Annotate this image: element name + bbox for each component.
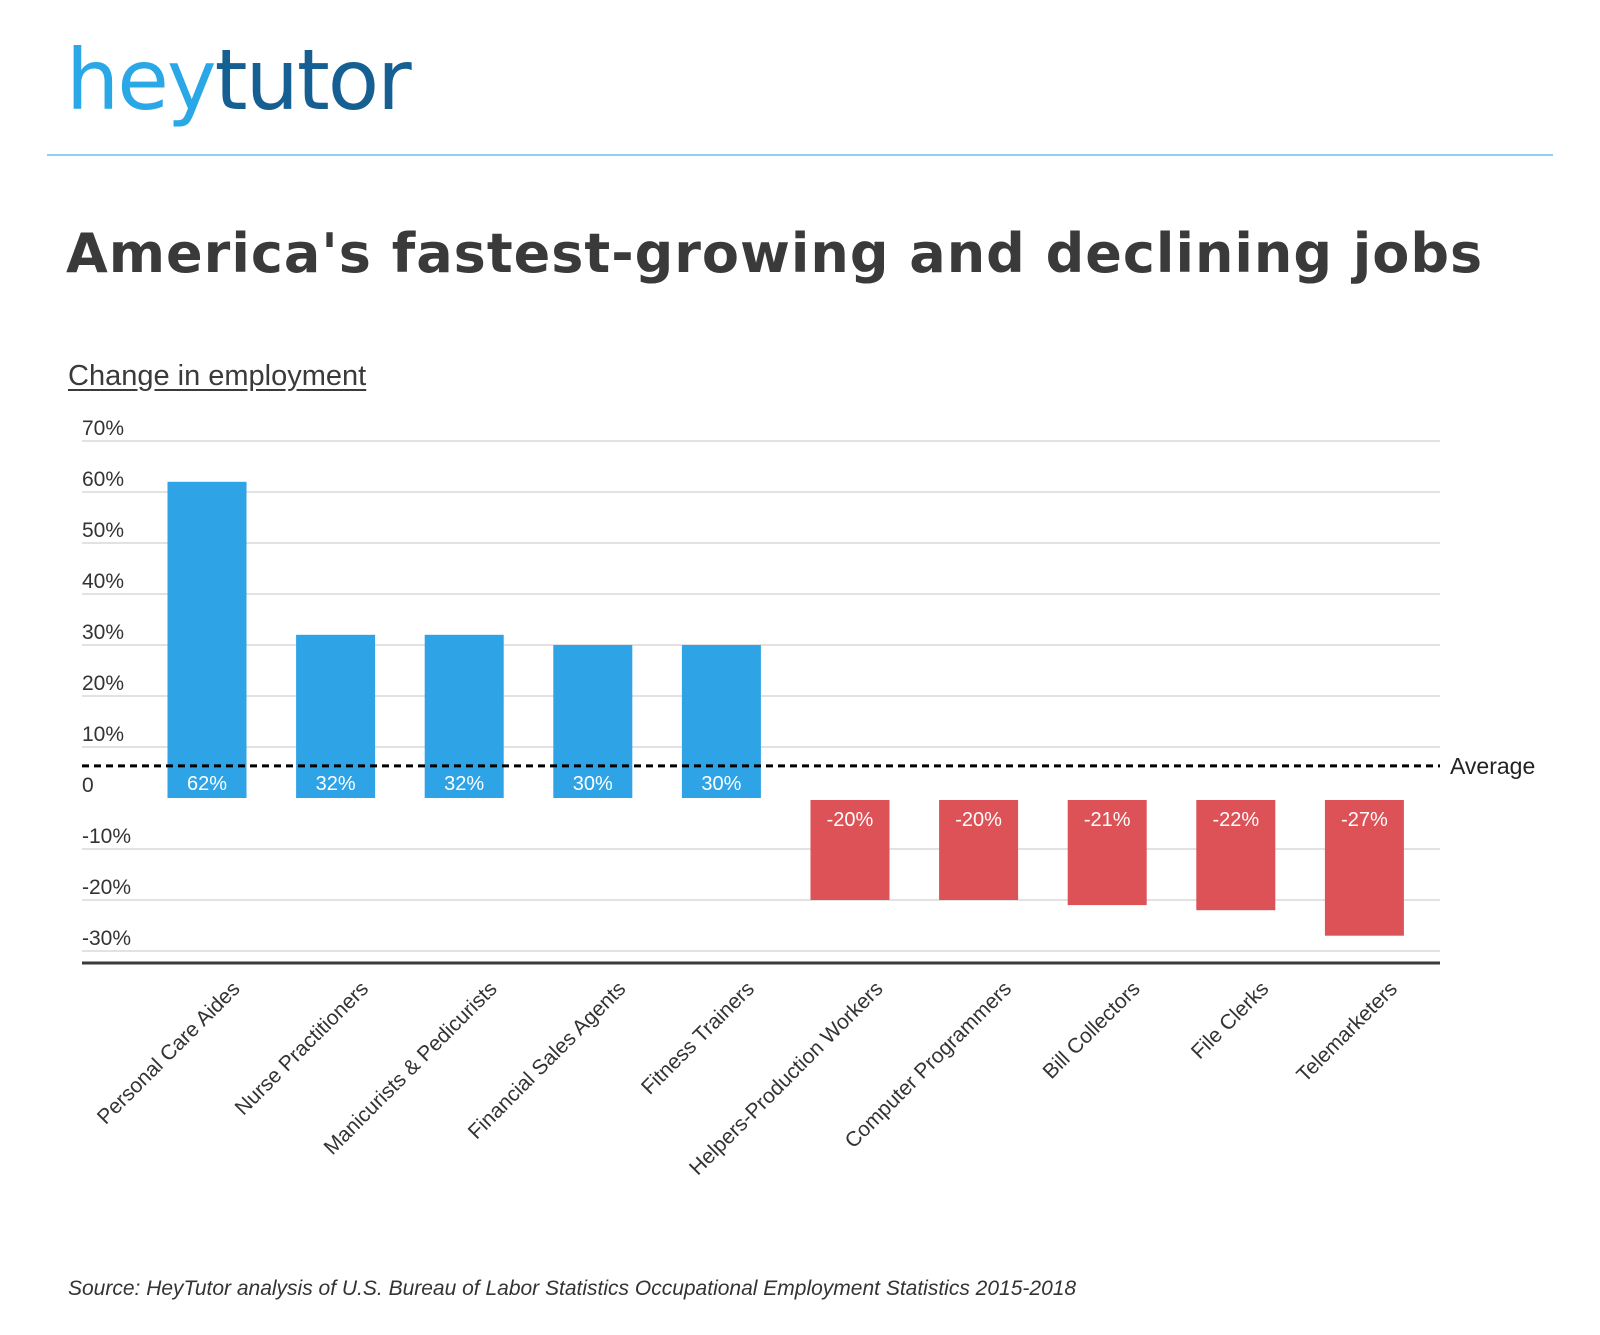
y-axis-label: Change in employment — [68, 360, 367, 392]
y-tick-label: -20% — [82, 876, 131, 899]
bar — [939, 800, 1019, 900]
bar-value-label: 30% — [701, 773, 741, 795]
bar — [681, 645, 761, 798]
bar — [424, 634, 504, 798]
header-divider — [47, 154, 1553, 156]
logo-tutor: tutor — [214, 31, 412, 129]
bar — [810, 800, 890, 900]
y-tick-label: 30% — [82, 621, 124, 644]
x-tick-label: Nurse Practitioners — [231, 977, 374, 1120]
bar-value-label: 62% — [187, 773, 227, 795]
y-tick-label: 40% — [82, 570, 124, 593]
bar-value-label: -22% — [1212, 809, 1259, 831]
y-tick-label: 0 — [82, 774, 94, 797]
bar — [167, 481, 247, 798]
x-tick-label: Telemarketers — [1292, 977, 1402, 1087]
bar-value-label: -20% — [955, 809, 1002, 831]
logo-hey: hey — [66, 31, 217, 129]
y-tick-label: 50% — [82, 519, 124, 542]
bar — [296, 634, 376, 798]
bar — [1196, 800, 1276, 911]
bar-value-label: 32% — [444, 773, 484, 795]
x-tick-label: Fitness Trainers — [637, 977, 759, 1099]
bar — [1324, 800, 1404, 936]
y-tick-label: -30% — [82, 927, 131, 950]
y-tick-label: 10% — [82, 723, 124, 746]
y-tick-label: 20% — [82, 672, 124, 695]
x-tick-label: File Clerks — [1187, 977, 1273, 1063]
y-tick-label: -10% — [82, 825, 131, 848]
y-tick-label: 70% — [82, 417, 124, 440]
bar-value-label: -21% — [1084, 809, 1131, 831]
heytutor-logo: heytutor — [66, 38, 412, 122]
average-label: Average — [1450, 753, 1535, 779]
x-tick-label: Personal Care Aides — [93, 977, 245, 1129]
bar-value-label: 32% — [316, 773, 356, 795]
bar — [1067, 800, 1147, 906]
y-tick-label: 60% — [82, 468, 124, 491]
chart-title: America's fastest-growing and declining … — [66, 222, 1484, 285]
bar-value-label: -27% — [1341, 809, 1388, 831]
bar — [553, 645, 633, 798]
source-note: Source: HeyTutor analysis of U.S. Bureau… — [68, 1277, 1077, 1300]
bar-value-label: 30% — [573, 773, 613, 795]
x-tick-label: Bill Collectors — [1039, 977, 1145, 1083]
bar-value-label: -20% — [827, 809, 874, 831]
